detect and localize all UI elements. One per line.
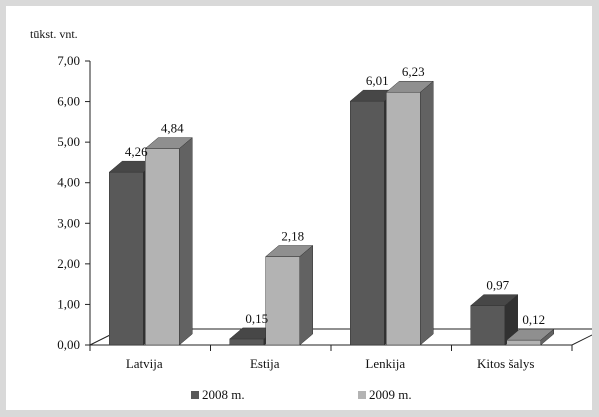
legend: 2008 m. 2009 m. — [191, 387, 412, 402]
data-label: 0,15 — [245, 311, 268, 326]
bar-front — [350, 100, 385, 346]
legend-label: 2009 m. — [369, 387, 412, 402]
y-tick-label: 1,00 — [57, 296, 80, 311]
legend-label: 2008 m. — [202, 387, 245, 402]
bar-side — [299, 245, 313, 346]
bar-top — [470, 294, 519, 306]
y-tick-label: 4,00 — [57, 175, 80, 190]
data-label: 6,23 — [402, 64, 425, 79]
bar-2009m-kitosalys — [506, 328, 555, 346]
bar-front — [470, 305, 505, 346]
bar-2008m-kitosalys — [470, 294, 519, 346]
bar-top — [506, 328, 555, 341]
bar-side — [420, 80, 434, 346]
legend-swatch — [191, 391, 199, 399]
bar-front — [229, 338, 264, 346]
bar-front — [386, 91, 421, 346]
y-tick-label: 5,00 — [57, 134, 80, 149]
bar-2009m-lenkija — [385, 80, 434, 346]
y-tick-label: 3,00 — [57, 215, 80, 230]
bars — [108, 80, 555, 346]
bar-side — [179, 137, 193, 346]
data-label: 4,26 — [125, 144, 148, 159]
category-labels: Latvija Estija Lenkija Kitos šalys — [126, 356, 535, 371]
bar-top — [385, 80, 434, 93]
bar-front — [265, 256, 300, 346]
data-label: 2,18 — [281, 229, 304, 244]
legend-swatch — [358, 391, 366, 399]
y-tick-label: 7,00 — [57, 53, 80, 68]
chart-frame: tūkst. vnt. 0,00 1,00 2,00 3,00 4,00 5,00 6,00… — [6, 6, 592, 410]
y-tick-labels: 0,00 1,00 2,00 3,00 4,00 5,00 6,00 7,00 — [57, 53, 80, 352]
bar-front — [506, 339, 541, 346]
bar-front — [109, 171, 144, 346]
category-label: Kitos šalys — [477, 356, 534, 371]
value-labels: 4,26 4,84 0,15 2,18 6,01 6,23 0,97 0,12 — [125, 64, 545, 327]
bar-top — [265, 245, 314, 257]
data-label: 0,12 — [522, 312, 545, 327]
y-tick-label: 2,00 — [57, 256, 80, 271]
y-axis-unit-label: tūkst. vnt. — [30, 27, 78, 41]
category-label: Latvija — [126, 356, 163, 371]
data-label: 4,84 — [161, 121, 184, 136]
data-label: 0,97 — [486, 278, 509, 293]
y-tick-label: 0,00 — [57, 337, 80, 352]
bar-2009m-latvija — [144, 137, 193, 346]
category-label: Lenkija — [365, 356, 405, 371]
data-label: 6,01 — [366, 73, 389, 88]
category-label: Estija — [250, 356, 280, 371]
bar-chart: tūkst. vnt. 0,00 1,00 2,00 3,00 4,00 5,00 6,00… — [30, 27, 592, 402]
bar-top — [144, 137, 193, 149]
bar-2009m-estija — [265, 245, 314, 346]
y-tick-label: 6,00 — [57, 94, 80, 109]
bar-front — [145, 148, 180, 346]
